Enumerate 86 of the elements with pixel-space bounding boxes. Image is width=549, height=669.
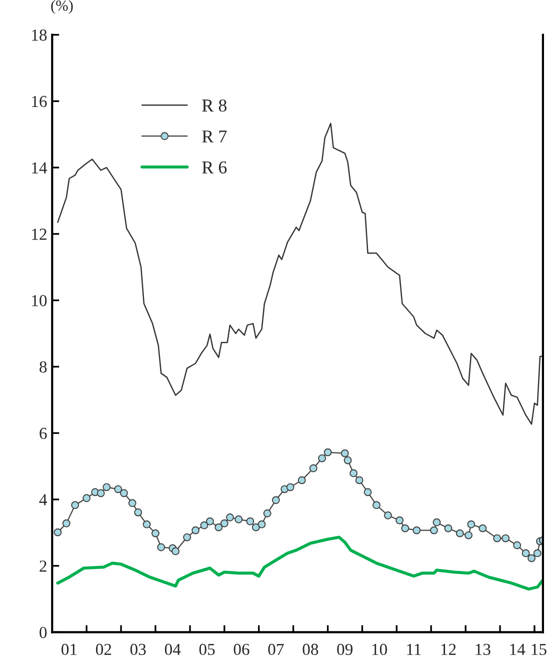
point: [344, 456, 352, 464]
point: [298, 476, 306, 484]
point: [172, 547, 180, 556]
line-series: [56, 536, 543, 591]
point: [464, 531, 472, 540]
y-tick-label: 16: [32, 96, 47, 108]
x-tick-label: 15: [532, 644, 546, 656]
point: [183, 533, 192, 542]
point: [432, 518, 441, 526]
point: [401, 524, 410, 532]
point: [128, 499, 136, 508]
point: [340, 449, 349, 458]
y-tick-label: 12: [32, 228, 46, 240]
point: [206, 517, 214, 526]
point: [324, 448, 332, 456]
point: [372, 501, 380, 510]
point: [54, 528, 62, 536]
x-tick-label: 06: [234, 644, 250, 656]
point: [430, 526, 438, 534]
x-tick-label: 02: [96, 644, 112, 656]
point: [364, 488, 372, 496]
y-tick-label: 2: [40, 560, 46, 572]
point: [82, 494, 91, 502]
point: [200, 521, 208, 530]
point: [456, 529, 464, 538]
point: [467, 520, 476, 528]
x-tick-label: 10: [372, 644, 387, 656]
x-tick-label: 01: [62, 644, 77, 656]
x-tick-label: 07: [268, 644, 284, 656]
x-tick-label: 08: [302, 644, 318, 656]
legend-label: R 6: [202, 161, 227, 174]
point: [214, 523, 223, 532]
x-tick-label: 05: [199, 644, 215, 656]
y-tick-label: 10: [32, 295, 47, 306]
x-tick-label: 11: [407, 644, 421, 655]
point: [350, 469, 358, 478]
y-tick-label: 8: [40, 361, 47, 373]
x-tick-label: 14: [510, 644, 526, 655]
point: [134, 508, 142, 516]
point: [396, 516, 404, 524]
y-axis-title: (%): [51, 0, 73, 14]
x-tick-label: 09: [337, 644, 353, 656]
point: [226, 513, 234, 522]
point: [62, 519, 70, 528]
point: [96, 489, 105, 498]
point: [412, 526, 421, 534]
y-tick-label: 0: [40, 626, 47, 638]
point: [493, 534, 502, 542]
point: [151, 529, 160, 538]
point: [478, 524, 487, 532]
point: [355, 476, 364, 484]
point: [384, 511, 392, 520]
y-tick-label: 4: [39, 494, 48, 506]
point: [102, 483, 111, 492]
x-tick-label: 03: [130, 644, 146, 656]
point: [157, 543, 166, 552]
point: [258, 520, 266, 528]
point: [114, 485, 122, 494]
y-tick-label: 14: [32, 162, 48, 174]
point: [533, 549, 542, 558]
x-tick-label: 13: [476, 644, 490, 656]
point: [522, 549, 530, 558]
point: [528, 554, 536, 562]
point: [444, 524, 452, 532]
point: [272, 496, 280, 504]
point: [192, 526, 200, 534]
x-tick-label: 04: [164, 644, 181, 656]
legend-label: R 7: [202, 130, 227, 142]
point: [286, 483, 294, 492]
x-tick-label: 12: [441, 644, 456, 655]
point: [71, 501, 80, 510]
point: [120, 489, 128, 498]
point: [142, 520, 151, 528]
point: [263, 509, 272, 518]
point: [220, 519, 228, 528]
point: [318, 454, 326, 462]
point: [502, 534, 510, 542]
line-series: [57, 122, 543, 425]
y-tick-label: 6: [40, 428, 47, 440]
point: [252, 523, 260, 532]
legend-label: R 8: [202, 99, 227, 112]
point: [513, 541, 522, 550]
point: [309, 464, 318, 472]
y-tick-label: 18: [32, 29, 47, 41]
point: [246, 517, 254, 526]
point: [234, 515, 243, 524]
